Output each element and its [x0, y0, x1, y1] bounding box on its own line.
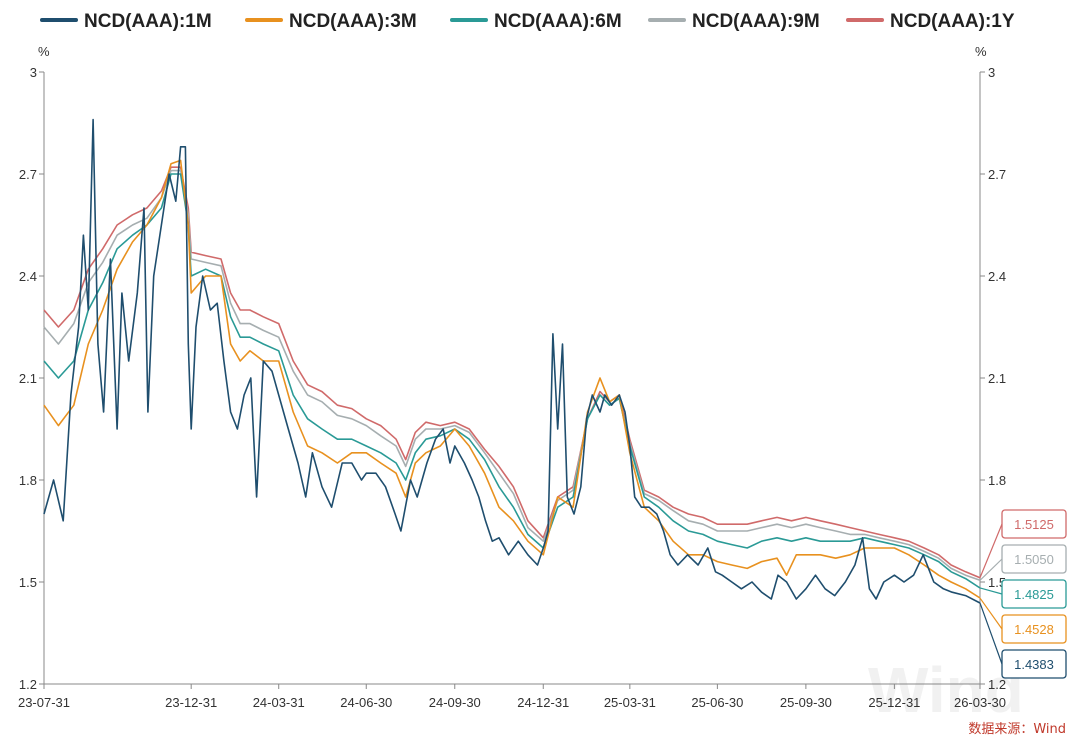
y-tick-label-right: 2.1	[988, 371, 1006, 386]
y-ticks: 1.2 1.21.5 1.51.8 1.82.1 2.12.4 2.42.7 2.73 3	[19, 65, 1006, 692]
x-tick-label: 23-12-31	[165, 695, 217, 710]
x-tick-label: 25-06-30	[691, 695, 743, 710]
series-line	[43, 166, 981, 579]
end-label-box	[1001, 649, 1067, 679]
y-tick-label-left: 2.1	[19, 371, 37, 386]
axes: % %	[38, 44, 987, 685]
x-tick-label: 25-09-30	[780, 695, 832, 710]
end-label-connector	[979, 597, 1003, 630]
end-label-connector	[979, 587, 1003, 595]
x-tick-label: 26-03-30	[954, 695, 1006, 710]
end-labels: 1.5125 1.5050 1.4825 1.4528 1.4383	[979, 509, 1067, 679]
y-unit-left: %	[38, 44, 50, 59]
x-tick-label: 24-12-31	[517, 695, 569, 710]
legend: NCD(AAA):1M NCD(AAA):3M NCD(AAA):6M NCD(AAA…	[40, 11, 1015, 32]
y-tick-label-left: 1.5	[19, 575, 37, 590]
end-label-box	[1001, 544, 1067, 574]
end-label-box	[1001, 509, 1067, 539]
y-tick-label-right: 1.8	[988, 473, 1006, 488]
y-unit-right: %	[975, 44, 987, 59]
x-tick-label: 24-06-30	[340, 695, 392, 710]
x-tick-label: 25-12-31	[868, 695, 920, 710]
y-tick-label-left: 2.7	[19, 167, 37, 182]
end-label-box	[1001, 614, 1067, 644]
x-tick-label: 24-03-31	[253, 695, 305, 710]
series-line	[43, 118, 981, 604]
y-tick-label-left: 2.4	[19, 269, 37, 284]
y-tick-label-right: 2.7	[988, 167, 1006, 182]
legend-label: NCD(AAA):1Y	[890, 11, 1015, 32]
series-line	[43, 159, 981, 599]
y-tick-label-left: 1.2	[19, 677, 37, 692]
x-tick-label: 23-07-31	[18, 695, 70, 710]
y-tick-label-left: 1.8	[19, 473, 37, 488]
end-label-value: 1.4383	[1014, 657, 1054, 672]
end-label-connector	[979, 523, 1003, 578]
x-ticks: 23-07-31 23-12-31 24-03-31 24-06-30 24-09-30…	[18, 684, 1006, 710]
end-label-value: 1.5050	[1014, 552, 1054, 567]
y-tick-label-right: 3	[988, 65, 995, 80]
x-tick-label: 24-09-30	[429, 695, 481, 710]
legend-label: NCD(AAA):1M	[84, 11, 212, 32]
end-label-value: 1.4825	[1014, 587, 1054, 602]
end-label-value: 1.4528	[1014, 622, 1054, 637]
watermark: Wind	[868, 654, 1024, 726]
end-label-value: 1.5125	[1014, 517, 1054, 532]
end-label-connector	[979, 602, 1003, 665]
y-tick-label-left: 3	[30, 65, 37, 80]
source-label: 数据来源：Wind	[968, 722, 1066, 737]
legend-label: NCD(AAA):3M	[289, 11, 417, 32]
y-tick-label-right: 2.4	[988, 269, 1006, 284]
legend-label: NCD(AAA):9M	[692, 11, 820, 32]
legend-label: NCD(AAA):6M	[494, 11, 622, 32]
end-label-connector	[979, 558, 1003, 581]
x-tick-label: 25-03-31	[604, 695, 656, 710]
y-tick-label-right: 1.2	[988, 677, 1006, 692]
series-lines	[43, 118, 981, 604]
end-label-box	[1001, 579, 1067, 609]
